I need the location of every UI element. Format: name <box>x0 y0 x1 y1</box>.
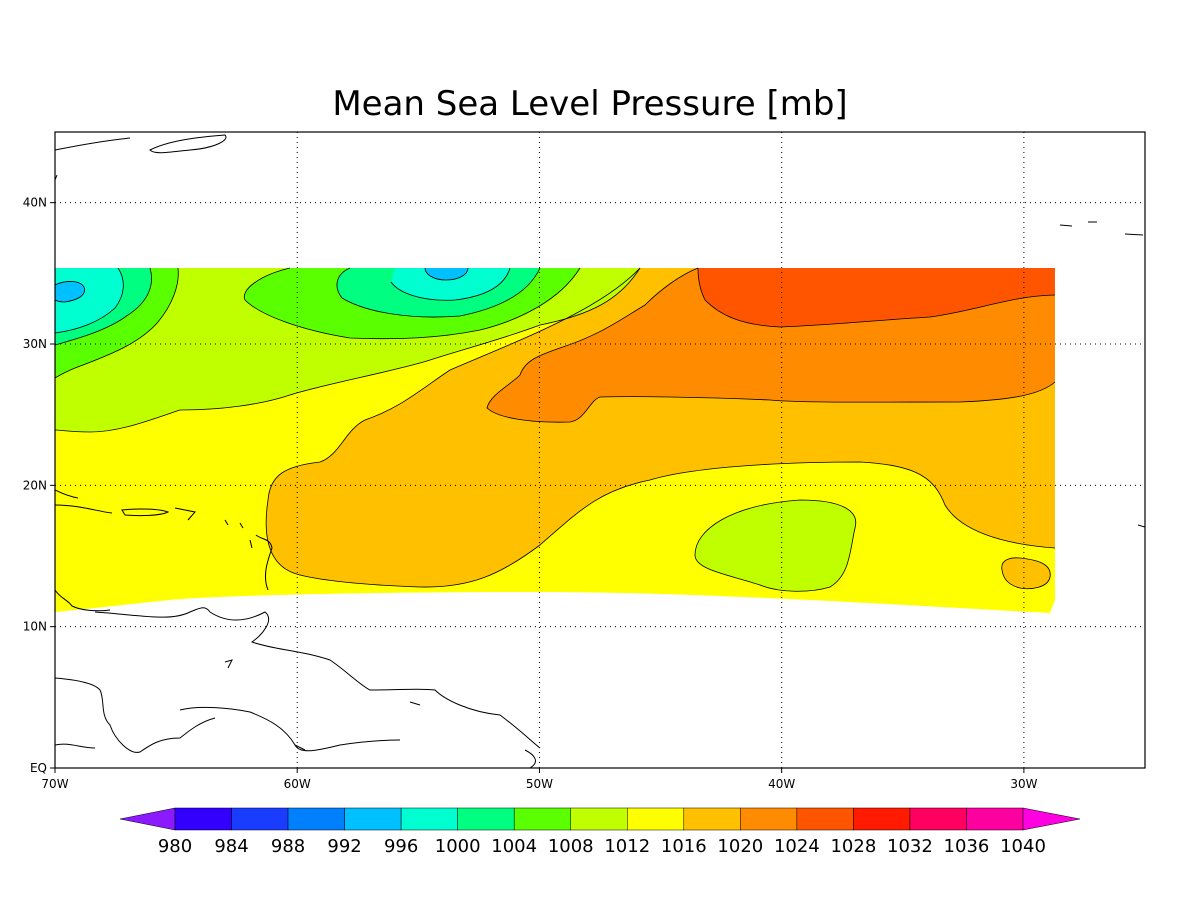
gridlines <box>55 132 1145 768</box>
chart-title: Mean Sea Level Pressure [mb] <box>332 84 847 124</box>
y-tick-label: 40N <box>23 196 47 210</box>
colorbar-swatch <box>853 807 911 831</box>
colorbar-label: 1020 <box>717 836 763 857</box>
band-992-996-central <box>425 268 468 280</box>
colorbar-label: 1012 <box>604 836 650 857</box>
colorbar-label: 1028 <box>830 836 876 857</box>
band-1008-1012-south <box>695 500 856 592</box>
colorbar-label: 984 <box>214 836 248 857</box>
colorbar-swatch <box>513 807 571 831</box>
contour-fills <box>55 134 1145 768</box>
colorbar-label: 1016 <box>661 836 707 857</box>
x-tick-label: 60W <box>284 777 311 791</box>
colorbar-swatch <box>627 807 685 831</box>
colorbar: 980 984 988 992 996 1000 1004 1008 1012 1016 1020 1… <box>119 807 1081 857</box>
colorbar-label: 996 <box>384 836 418 857</box>
band-992-996-west <box>55 281 85 302</box>
colorbar-swatch <box>400 807 458 831</box>
colorbar-label: 1024 <box>774 836 820 857</box>
colorbar-swatch <box>683 807 741 831</box>
colorbar-swatch <box>909 807 967 831</box>
contour-lines <box>55 267 1056 592</box>
colorbar-swatch <box>174 807 232 831</box>
colorbar-label: 1000 <box>435 836 481 857</box>
colorbar-label: 980 <box>158 836 192 857</box>
colorbar-swatch <box>570 807 628 831</box>
x-tick-label: 30W <box>1010 777 1037 791</box>
colorbar-label: 1008 <box>548 836 594 857</box>
x-tick-label: 40W <box>768 777 795 791</box>
colorbar-low-arrow <box>119 807 176 831</box>
colorbar-label: 992 <box>327 836 361 857</box>
colorbar-label: 1004 <box>491 836 537 857</box>
colorbar-high-arrow <box>1022 807 1081 831</box>
x-axis: 70W 60W 50W 40W 30W <box>41 768 1038 791</box>
colorbar-swatch <box>740 807 798 831</box>
map-frame <box>54 131 1146 769</box>
colorbar-swatch <box>231 807 289 831</box>
colorbar-swatch <box>796 807 854 831</box>
band-1016-1020-east <box>1001 557 1051 589</box>
band-1024-1028 <box>698 268 1055 327</box>
y-tick-label: 30N <box>23 337 47 351</box>
colorbar-label: 1036 <box>944 836 990 857</box>
colorbar-label: 1032 <box>887 836 933 857</box>
colorbar-swatch <box>344 807 402 831</box>
colorbar-label: 1040 <box>1000 836 1046 857</box>
colorbar-swatch <box>287 807 345 831</box>
x-tick-label: 50W <box>526 777 553 791</box>
coastlines <box>55 134 1145 768</box>
y-tick-label: 10N <box>23 620 47 634</box>
y-tick-label: EQ <box>30 761 47 775</box>
y-tick-label: 20N <box>23 478 47 492</box>
y-axis: EQ 10N 20N 30N 40N <box>23 196 55 775</box>
colorbar-label: 988 <box>271 836 305 857</box>
x-tick-label: 70W <box>41 777 68 791</box>
band-996-1000-central <box>391 268 510 301</box>
colorbar-swatch <box>457 807 515 831</box>
colorbar-swatch <box>966 807 1024 831</box>
